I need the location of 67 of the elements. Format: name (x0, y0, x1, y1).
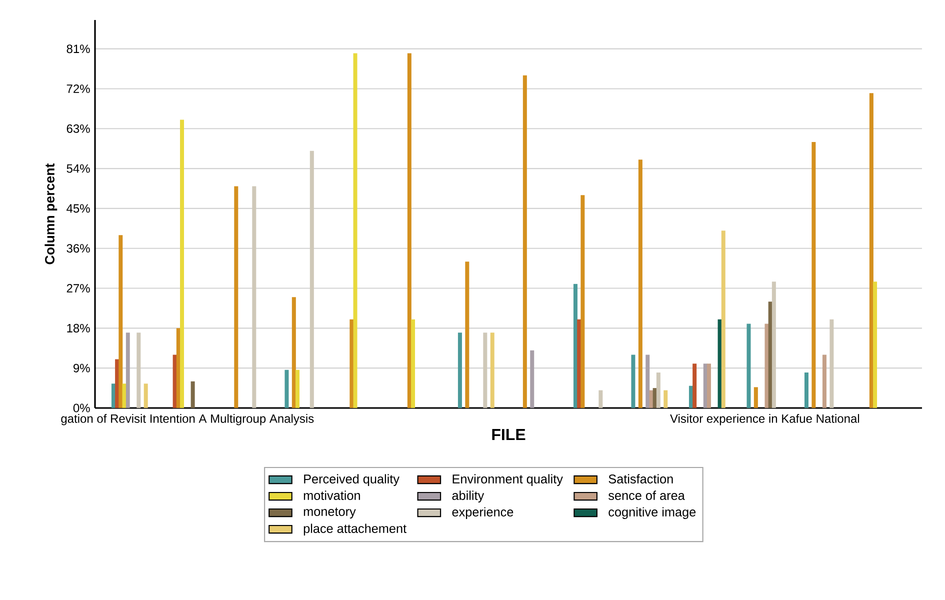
bar (664, 390, 668, 408)
legend-label: Satisfaction (608, 474, 673, 484)
bar (190, 381, 195, 408)
bar (631, 354, 636, 408)
bar (656, 372, 660, 408)
bar (646, 354, 650, 408)
y-tick-label: 63% (66, 124, 90, 133)
bar (458, 332, 462, 408)
bar (804, 372, 808, 408)
bar (706, 364, 711, 408)
bar (180, 120, 184, 408)
bar (118, 235, 123, 408)
bar (649, 390, 654, 408)
y-tick-label: 9% (74, 364, 90, 372)
bar (721, 230, 726, 408)
x-axis-title: FILE (492, 429, 526, 440)
y-tick-label: 81% (66, 44, 90, 54)
bar (573, 284, 578, 408)
y-tick-label: 18% (67, 324, 90, 332)
bar (873, 282, 878, 408)
y-tick-label: 27% (66, 284, 90, 292)
legend-label: experience (452, 507, 514, 520)
bar (822, 354, 826, 408)
legend-label: motivation (304, 490, 360, 500)
bar (296, 370, 300, 408)
y-axis-title: Column percent (44, 163, 58, 264)
bar (754, 387, 758, 408)
bar (764, 324, 769, 408)
bar (598, 390, 603, 408)
bar (407, 53, 412, 408)
bar (353, 53, 358, 408)
legend-label: place attachement (304, 524, 406, 536)
bar (292, 297, 296, 408)
bar (350, 319, 354, 408)
bar (830, 319, 834, 408)
x-tick-label: Visitor experience in Kafue National (670, 414, 860, 426)
bar (234, 186, 238, 408)
bar (411, 319, 416, 408)
bar (144, 384, 148, 408)
y-tick-label: 54% (66, 164, 90, 173)
legend-label: ability (452, 490, 484, 502)
bar (490, 332, 494, 408)
bar (638, 160, 642, 408)
legend-label: cognitive image (608, 507, 696, 520)
bar (284, 370, 289, 408)
bar (252, 186, 256, 408)
bar (530, 350, 534, 408)
y-tick-label: 36% (66, 244, 90, 253)
bar (483, 332, 488, 408)
bar (310, 150, 314, 408)
bar (465, 262, 470, 408)
y-tick-label: 45% (66, 204, 90, 213)
legend-label: Perceived quality (304, 474, 400, 486)
bar (772, 282, 776, 408)
bar (522, 75, 527, 408)
bar (692, 364, 697, 408)
bar (746, 324, 751, 408)
bar (869, 93, 874, 408)
y-tick-label: 0% (73, 404, 90, 412)
x-tick-label: gation of Revisit Intention A Multigroup Analysis (61, 414, 314, 426)
y-tick-label: 72% (66, 84, 90, 93)
bar (580, 195, 585, 408)
legend-label: sence of area (608, 490, 685, 500)
bar (812, 142, 816, 408)
legend-label: monetory (304, 508, 356, 519)
bar (126, 332, 130, 408)
legend-label: Environment quality (452, 474, 563, 486)
